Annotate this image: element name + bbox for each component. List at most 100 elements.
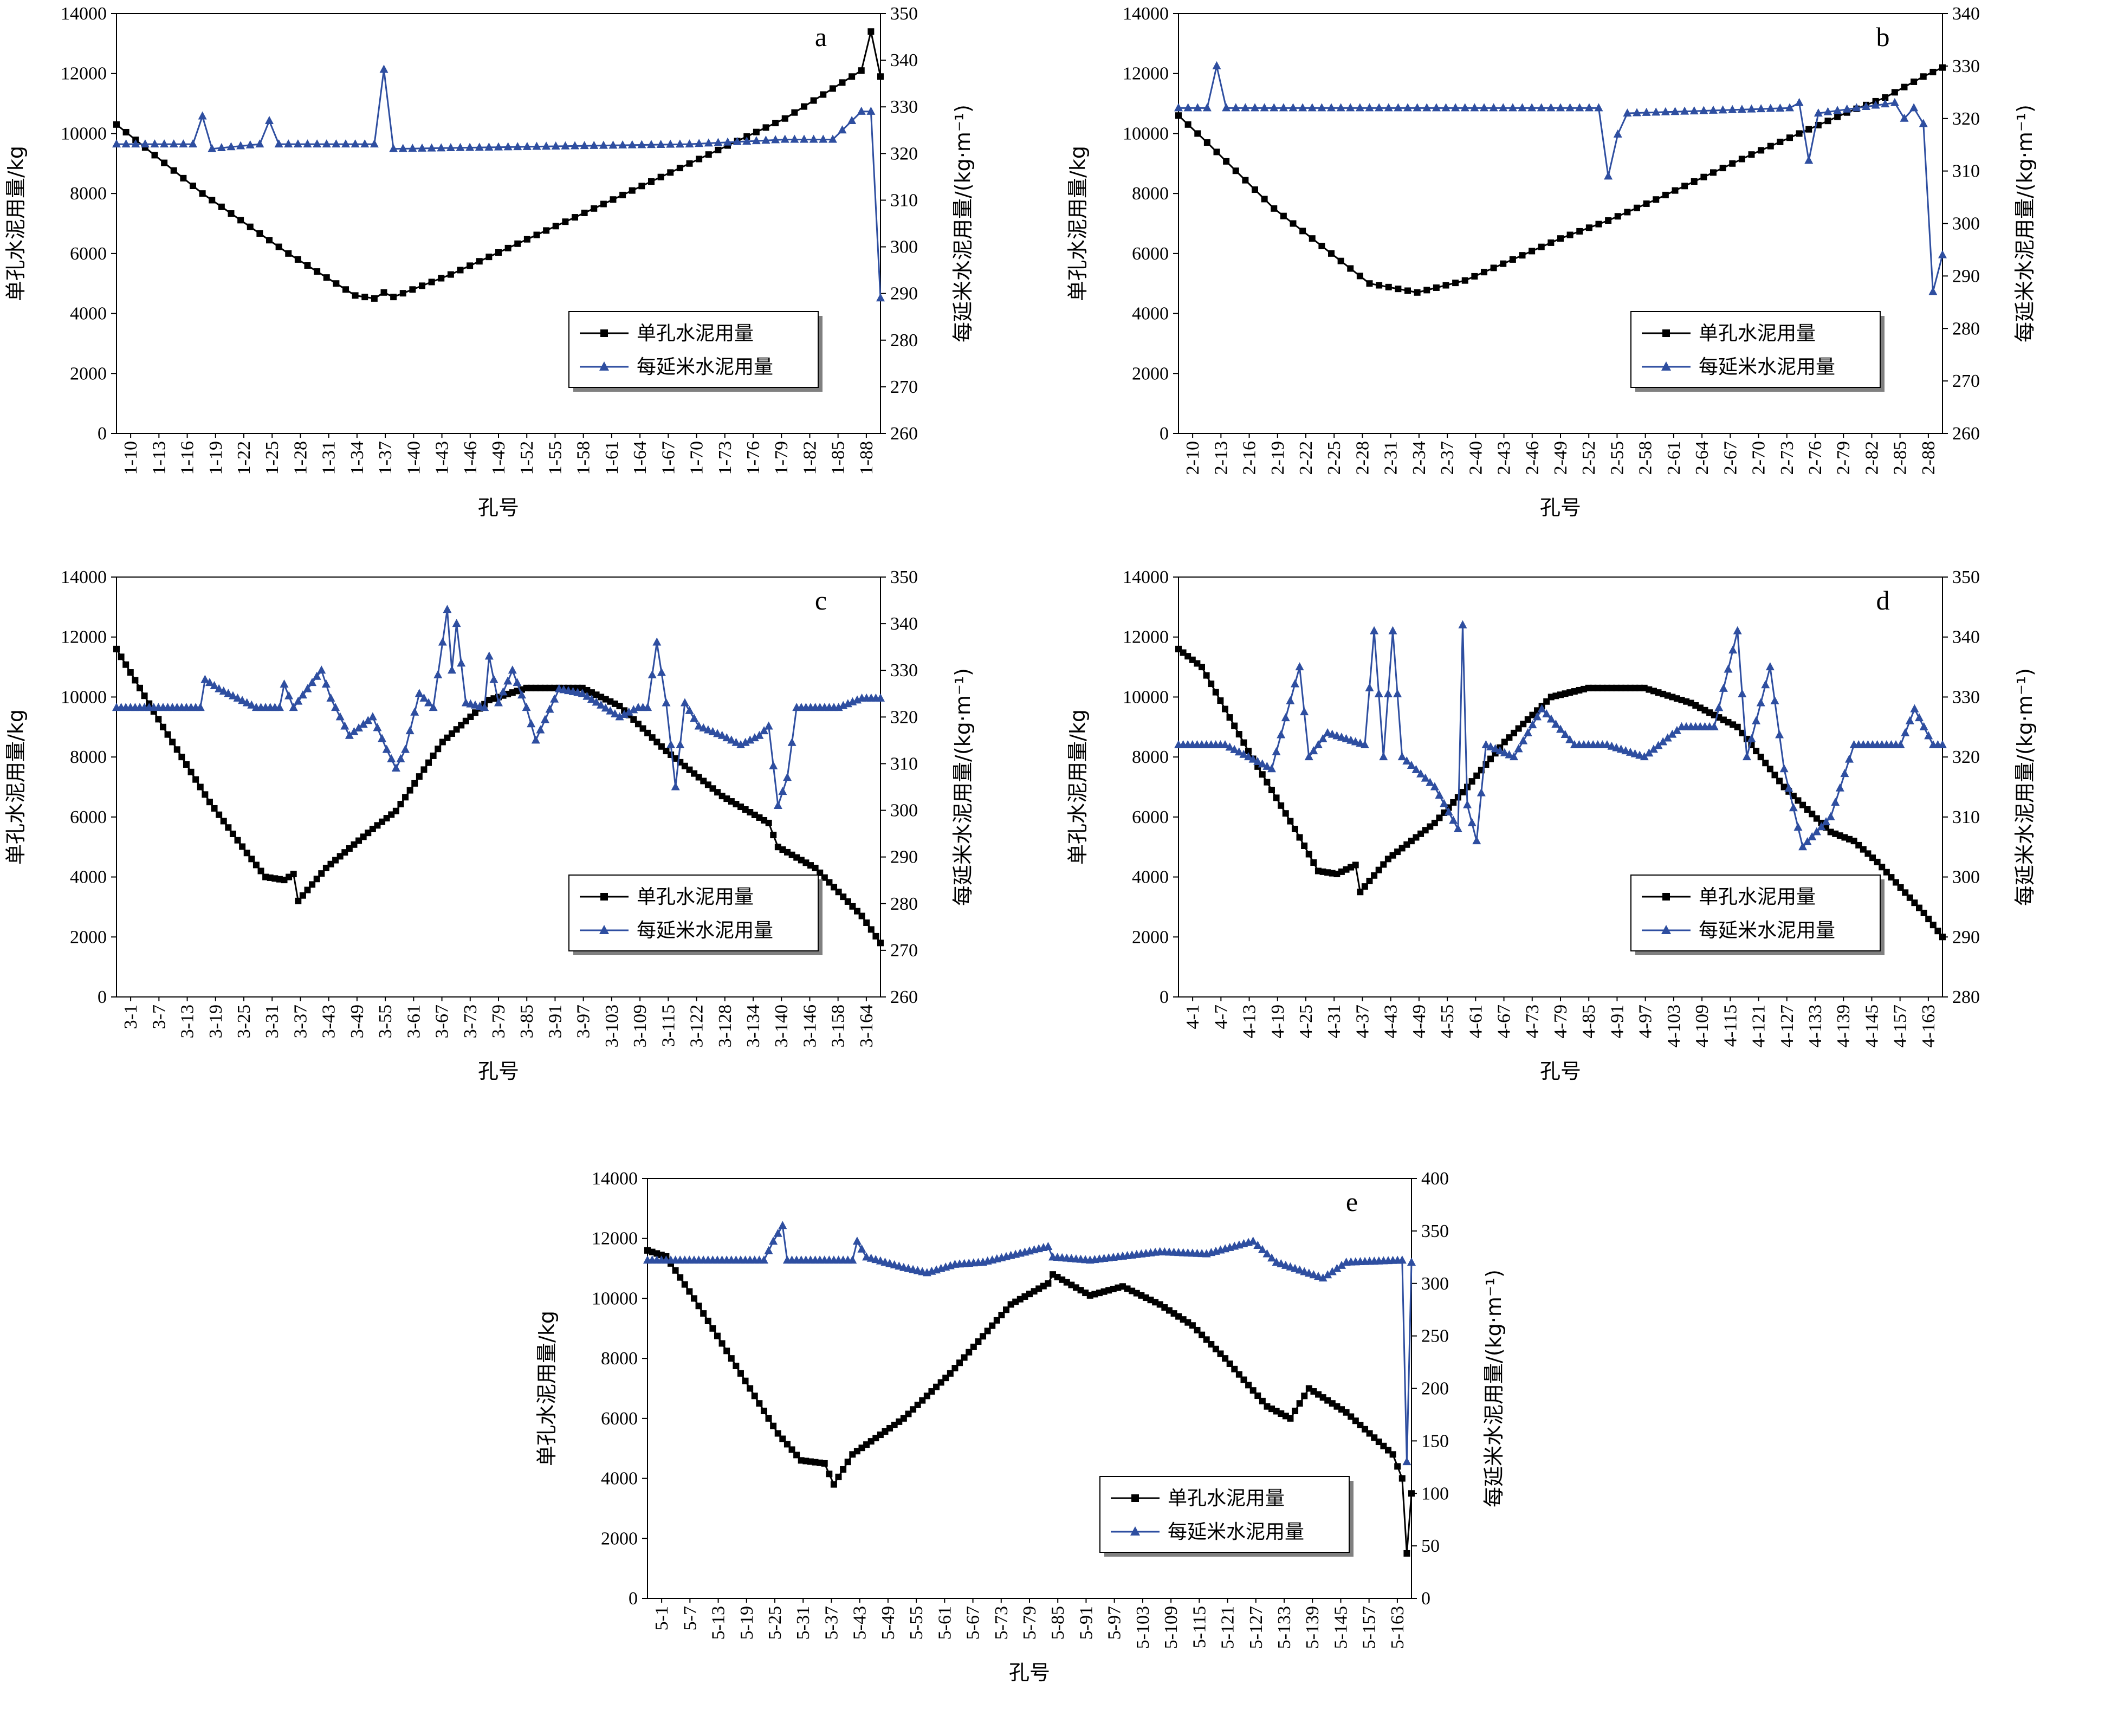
y-tick-label: 10000 [61,124,107,144]
y2-tick-label: 340 [890,50,918,70]
x-tick-label: 3-73 [461,1005,481,1038]
x-tick-label: 1-19 [206,441,226,475]
data-point [298,690,307,699]
y-axis-label: 单孔水泥用量/kg [535,1311,559,1466]
data-point [289,703,298,711]
data-point [756,1400,763,1407]
x-tick-label: 2-43 [1494,441,1514,475]
data-point [1835,783,1844,792]
data-point [1733,626,1742,634]
x-axis-label: 孔号 [478,1059,519,1083]
data-point [848,1255,857,1264]
data-point [844,1459,851,1466]
data-point [1393,689,1402,697]
x-tick-label: 5-127 [1246,1606,1266,1649]
legend-marker [1662,893,1670,901]
data-point [1290,220,1297,227]
data-point [1834,113,1841,120]
x-tick-label: 2-61 [1664,441,1684,475]
data-point [1287,1415,1294,1422]
y-axis-label: 单孔水泥用量/kg [1066,709,1090,865]
data-point [1468,778,1475,785]
x-axis-label: 孔号 [1540,496,1581,520]
y-tick-label: 0 [629,1589,638,1609]
data-point [1472,836,1481,845]
x-tick-label: 2-46 [1523,441,1543,475]
data-point [1450,799,1457,806]
data-point [1262,761,1272,770]
data-point [211,805,218,812]
x-tick-label: 5-25 [765,1606,785,1640]
x-tick-label: 1-34 [347,441,367,475]
data-point [419,282,425,289]
data-point [397,801,404,808]
chart-svg: 0 2000 4000 6000 8000 10000 12000 14000 260 270 28… [4,567,975,1083]
data-point [1351,737,1360,746]
data-point [202,791,209,798]
data-point [580,141,589,150]
data-point [1575,103,1584,112]
data-point [308,678,317,686]
data-point [620,710,629,718]
data-point [1235,1371,1242,1378]
y-tick-label: 12000 [1123,627,1169,647]
data-point [1407,760,1416,769]
data-point [1595,221,1602,228]
data-point [169,139,178,148]
data-point [849,73,856,80]
data-point [1346,103,1355,112]
data-point [1198,664,1205,671]
data-point [303,684,312,692]
data-point [1672,187,1679,194]
data-point [1739,729,1746,736]
data-point [1281,1260,1290,1269]
data-point [1307,103,1317,112]
data-point [1585,224,1592,231]
y-tick-label: 2000 [601,1528,638,1549]
data-point [1757,104,1766,113]
y2-tick-label: 330 [890,660,918,681]
y-tick-label: 0 [1160,424,1169,444]
data-point [1528,720,1537,729]
data-point [1453,824,1462,832]
data-point [750,733,759,742]
data-point [1235,731,1242,738]
data-point [266,237,273,244]
y2-tick-label: 310 [1952,161,1980,182]
data-point [672,1267,679,1274]
data-point [835,1473,842,1480]
data-point [1203,672,1210,679]
data-point [1584,103,1594,112]
x-tick-label: 5-37 [821,1606,841,1640]
x-tick-label: 2-52 [1579,441,1599,475]
data-point [1642,107,1651,116]
y2-tick-label: 320 [1952,109,1980,129]
data-point [290,871,297,878]
data-point [780,134,789,143]
data-point [1519,252,1526,259]
data-point [1383,689,1393,697]
data-point [1375,866,1382,873]
data-point [1279,103,1288,112]
data-point [255,139,264,148]
data-point [113,645,120,652]
legend-label: 单孔水泥用量 [1699,886,1816,908]
data-point [1767,142,1774,150]
data-point [1649,744,1658,753]
data-point [285,250,292,257]
data-point [1672,726,1681,734]
data-point [1470,103,1479,112]
y2-tick-label: 290 [1952,927,1980,947]
data-point [1262,1249,1272,1258]
y-tick-label: 0 [98,424,107,444]
data-point [304,262,311,269]
data-point [1044,1241,1053,1250]
data-point [256,230,263,237]
data-point [1661,107,1670,115]
y2-tick-label: 350 [1421,1221,1449,1241]
data-point [578,689,587,697]
data-point [504,244,511,251]
series-per-meter-cement [643,1221,1416,1466]
data-point [1327,729,1337,738]
data-point [787,737,796,746]
